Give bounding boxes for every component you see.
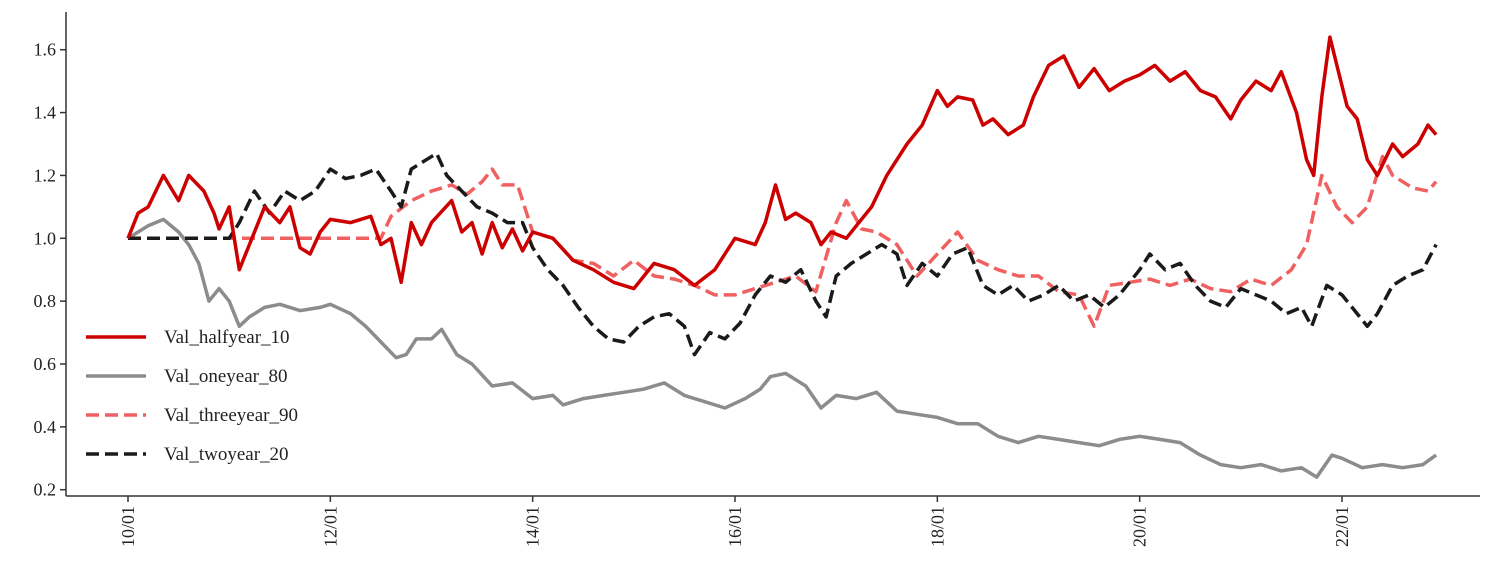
y-tick-label: 0.2 xyxy=(34,480,57,500)
x-tick-label: 18/01 xyxy=(927,506,947,547)
legend-label: Val_twoyear_20 xyxy=(164,444,289,465)
x-ticks: 10/01 12/01 14/01 16/01 18/01 20/01 22/01 xyxy=(118,496,1352,547)
series-layer xyxy=(126,35,1438,479)
x-tick-label: 20/01 xyxy=(1130,506,1150,547)
y-tick-label: 1.2 xyxy=(34,165,57,185)
y-tick-label: 0.6 xyxy=(34,354,57,374)
legend-label: Val_threeyear_90 xyxy=(164,405,298,426)
y-tick-label: 0.8 xyxy=(34,291,57,311)
x-tick-label: 16/01 xyxy=(725,506,745,547)
series-line-val-oneyear-80 xyxy=(127,217,1438,479)
x-tick-label: 12/01 xyxy=(320,506,340,547)
legend-label: Val_halfyear_10 xyxy=(164,327,290,348)
y-ticks: 0.2 0.4 0.6 0.8 1.0 1.2 1.4 1.6 xyxy=(34,40,66,500)
x-tick-label: 14/01 xyxy=(523,506,543,547)
legend: Val_halfyear_10 Val_oneyear_80 Val_threeye… xyxy=(86,327,298,465)
axes xyxy=(65,12,1480,497)
series-line-val-halfyear-10 xyxy=(126,35,1438,291)
y-tick-label: 1.6 xyxy=(34,40,57,60)
series-line-val-twoyear-20 xyxy=(128,151,1438,357)
x-tick-label: 10/01 xyxy=(118,506,138,547)
x-tick-label: 22/01 xyxy=(1332,506,1352,547)
series-line-val-threeyear-90 xyxy=(128,154,1438,329)
y-tick-label: 1.0 xyxy=(34,228,57,248)
y-tick-label: 1.4 xyxy=(34,103,57,123)
legend-label: Val_oneyear_80 xyxy=(164,366,287,387)
y-tick-label: 0.4 xyxy=(34,417,57,437)
